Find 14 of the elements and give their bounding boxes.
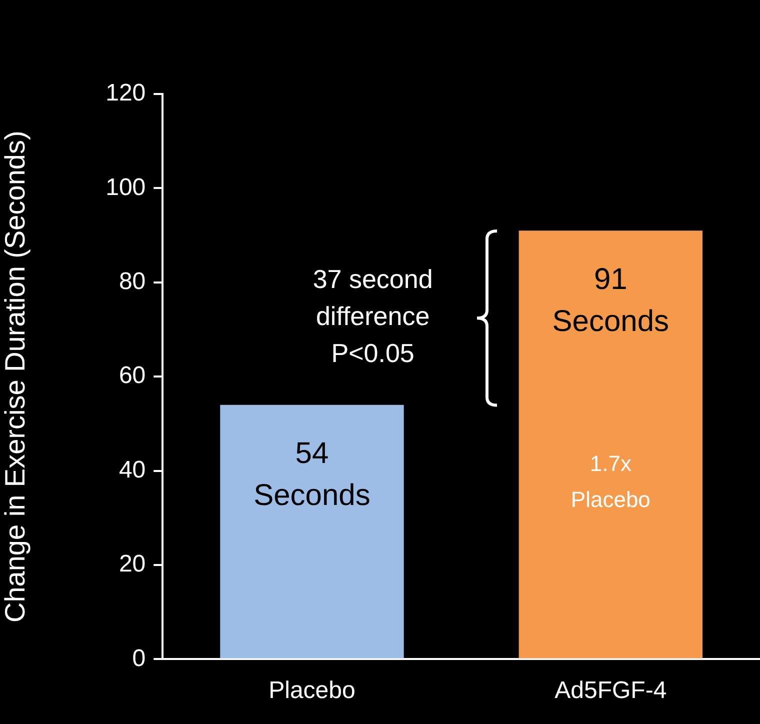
data-label: 91 Seconds (552, 262, 670, 338)
y-tick-label: 120 (106, 80, 146, 107)
data-label: 54 Seconds (254, 437, 370, 512)
x-tick-label: Placebo (268, 677, 356, 704)
x-tick-label: Ad5FGF-4 (554, 677, 667, 704)
y-tick-label: 20 (118, 550, 146, 578)
y-tick-label: 60 (118, 362, 146, 390)
y-tick-label: 80 (118, 268, 146, 296)
annotation: 1.7x Placebo (570, 450, 650, 512)
annotation: 37 second difference P<0.05 (312, 264, 433, 368)
y-tick-label: 100 (106, 174, 146, 201)
y-tick-label: 40 (118, 456, 146, 484)
y-axis-title: Change in Exercise Duration (Seconds) (0, 130, 31, 623)
y-tick-label: 0 (132, 644, 146, 672)
